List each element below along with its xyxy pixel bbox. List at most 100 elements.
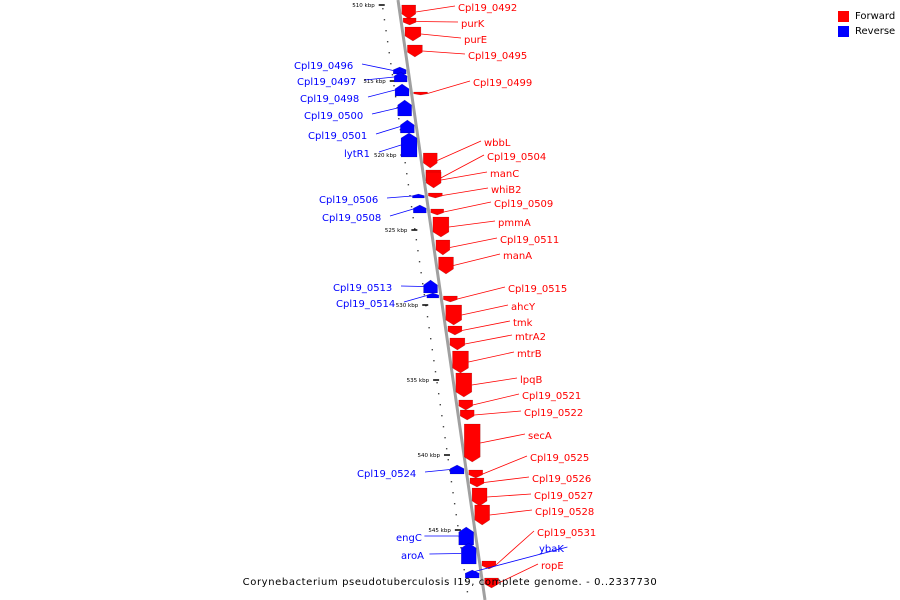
gene-label: Cpl19_0501 [308,131,367,142]
gene-manc-arrow [425,171,442,189]
guide-dot [447,459,449,461]
gene-lpqb-connector [471,377,518,386]
gene-cpl19_0509-connector [443,201,492,213]
gene-pure-connector [420,33,462,39]
gene-seca-arrow [464,423,481,463]
guide-dot [409,195,411,197]
guide-dot [444,437,446,439]
forward-swatch [838,11,849,22]
scale-tick-label: 520 kbp [374,153,397,159]
guide-dot [441,415,443,417]
gene-label: Cpl19_0526 [532,474,591,485]
gene-label: manC [490,169,519,180]
gene-cpl19_0513-arrow [423,279,438,294]
gene-cpl19_0509-arrow [430,208,444,216]
gene-cpl19_0515-connector [457,286,506,300]
gene-cpl19_0504-connector [440,154,485,179]
gene-label: pmmA [498,218,531,229]
gene-cpl19_0497-arrow [394,71,408,83]
gene-cpl19_0499-arrow [413,91,428,96]
gene-cpl19_0495-connector [422,50,466,55]
gene-cpl19_0496-connector [361,63,394,71]
gene-ybak-connector [465,546,568,575]
gene-cpl19_0527-connector [487,493,532,498]
gene-label: Cpl19_0496 [294,61,353,72]
guide-dot [393,85,395,87]
gene-label: Cpl19_0527 [534,491,593,502]
guide-dot [453,503,456,505]
gene-label: Cpl19_0515 [508,284,567,295]
gene-label: purE [464,35,487,46]
guide-dot [465,580,467,582]
gene-cpl19_0500-arrow [397,99,412,117]
guide-dot [410,206,413,208]
gene-label: ropE [541,561,564,572]
guide-dot [412,217,414,219]
guide-dot [436,382,438,384]
gene-label: mtrA2 [515,332,546,343]
gene-cpl19_0524-arrow [449,464,465,475]
guide-dot [418,261,421,263]
legend-item-reverse: Reverse [838,24,895,39]
genome-backbone [396,0,487,600]
gene-label: whiB2 [491,185,522,196]
gene-cpl19_0511-arrow [435,239,451,256]
guide-dot [463,569,465,571]
gene-wbbl-arrow [423,152,438,169]
gene-cpl19_0522-connector [474,410,522,416]
guide-dot [420,272,422,274]
guide-dot [445,448,448,450]
gene-label: Cpl19_0506 [319,195,378,206]
gene-cpl19_0522-arrow [460,409,475,421]
legend-forward-label: Forward [855,11,896,22]
gene-cpl19_0497-connector [364,76,395,81]
gene-cpl19_0498-arrow [394,83,410,97]
guide-dot [414,228,416,230]
gene-pure-arrow [404,26,422,42]
gene-cpl19_0498-connector [367,89,396,98]
gene-cpl19_0521-connector [472,393,520,406]
gene-cpl19_0526-arrow [469,477,485,488]
gene-mtra2-arrow [449,337,466,351]
gene-label: Cpl19_0492 [458,3,517,14]
guide-dot [437,393,440,395]
gene-engc-arrow [458,526,474,546]
gene-mtrb-arrow [452,350,469,374]
gene-tmk-connector [461,320,511,331]
gene-cpl19_0492-arrow [401,4,416,20]
gene-label: secA [528,431,552,442]
gene-label: Cpl19_0525 [530,453,589,464]
gene-label: Cpl19_0500 [304,111,363,122]
gene-label: Cpl19_0511 [500,235,559,246]
gene-ahcy-arrow [445,304,462,326]
guide-dot [460,547,462,549]
guide-dot [455,514,457,516]
gene-cpl19_0499-connector [427,80,471,94]
guide-dot [407,184,410,186]
guide-dot [439,404,441,406]
gene-aroa-connector [429,553,462,555]
gene-cpl19_0492-connector [415,5,456,13]
scale-tick-label: 515 kbp [363,79,386,85]
guide-dot [431,349,434,351]
gene-cpl19_0531-connector [495,530,535,566]
gene-cpl19_0514-connector [403,295,427,303]
gene-cpl19_0514-arrow [426,292,439,299]
scale-tick-label: 525 kbp [385,228,408,234]
scale-tick-label: 530 kbp [396,303,419,309]
guide-dot [394,96,397,98]
guide-dot [428,327,430,329]
guide-dot [449,470,451,472]
gene-label: Cpl19_0509 [494,199,553,210]
gene-label: Cpl19_0524 [357,469,416,480]
guide-dot [404,162,406,164]
legend-item-forward: Forward [838,9,895,24]
gene-mana-connector [453,253,501,266]
gene-label: manA [503,251,532,262]
guide-dot [383,19,386,21]
guide-dot [434,371,437,373]
gene-cpl19_0525-connector [482,455,528,475]
guide-dot [423,294,426,296]
gene-cpl19_0521-arrow [458,399,473,411]
